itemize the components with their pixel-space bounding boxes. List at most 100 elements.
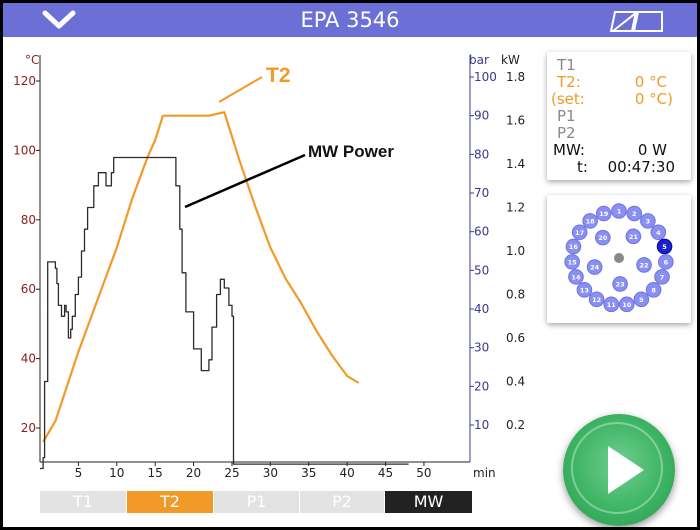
x-tick-label: 15: [148, 466, 163, 480]
vessel-number: 11: [607, 301, 617, 309]
vessel-circle: [658, 254, 674, 270]
pressure-tick-label: 10: [474, 418, 489, 432]
play-icon: [608, 446, 644, 494]
vessel-circle: [618, 296, 635, 313]
method-title: EPA 3546: [300, 8, 400, 32]
vessel-7[interactable]: 7: [654, 269, 670, 285]
vessel-17[interactable]: 17: [571, 224, 588, 241]
vessel-11[interactable]: 11: [603, 296, 620, 313]
legend-tab-mw[interactable]: MW: [385, 491, 472, 513]
vessel-number: 2: [632, 210, 637, 218]
vessel-number: 14: [571, 273, 581, 281]
header-bar: EPA 3546: [3, 3, 697, 37]
vessel-number: 22: [640, 261, 649, 269]
power-unit-label: kW: [501, 53, 520, 67]
vessel-13[interactable]: 13: [576, 282, 593, 298]
play-button-ring: [571, 422, 663, 514]
pressure-tick-label: 40: [474, 302, 489, 316]
p1-label: P1: [557, 107, 576, 125]
vessel-circle: [625, 228, 642, 245]
vessel-number: 13: [580, 286, 589, 294]
mw-row: MW: 0 W: [553, 142, 685, 159]
start-run-button[interactable]: [563, 414, 675, 526]
power-tick-label: 0.2: [506, 418, 525, 432]
vessel-circle: [640, 213, 656, 229]
chevron-down-icon[interactable]: [39, 7, 79, 33]
vessel-number: 9: [639, 296, 644, 304]
vessel-19[interactable]: 19: [595, 205, 612, 222]
vessel-20[interactable]: 20: [595, 229, 611, 246]
power-tick-label: 1.0: [506, 244, 525, 258]
temperature-tick-label: 60: [21, 282, 36, 296]
time-label: t:: [577, 158, 588, 176]
vessel-number: 18: [586, 217, 596, 225]
vessel-14[interactable]: 14: [568, 269, 584, 285]
vessel-22[interactable]: 22: [636, 257, 652, 273]
vessel-12[interactable]: 12: [588, 291, 605, 308]
vessel-4[interactable]: 4: [650, 224, 667, 241]
vessel-circle: [611, 203, 627, 219]
instrument-screen: EPA 3546 °C bar kW 20 40 60 80 100 120 10 20 30 4…: [3, 3, 697, 527]
carousel-panel: 1 2 3 4 5 6 7 8 9 10 11 12 13 14 15 16 17 18 19 20 21 22 23 24: [547, 195, 691, 323]
vessel-circle: [650, 224, 667, 241]
mw-power-annotation: MW Power: [308, 142, 394, 161]
power-tick-label: 1.4: [506, 157, 525, 171]
t1-row: T1: [557, 57, 685, 74]
pressure-tick-label: 20: [474, 379, 489, 393]
vessel-circle: [656, 238, 673, 255]
legend-tab-p2[interactable]: P2: [300, 491, 384, 513]
vessel-number: 15: [568, 258, 578, 266]
p2-row: P2: [557, 125, 685, 142]
p2-label: P2: [557, 124, 576, 142]
x-tick-label: 40: [340, 466, 355, 480]
vessel-circle: [612, 276, 628, 292]
mw-callout-line: [184, 153, 306, 209]
t2-label: T2:: [557, 73, 581, 91]
vessel-18[interactable]: 18: [582, 213, 598, 229]
set-row: (set: 0 °C): [551, 91, 685, 108]
vessel-number: 10: [622, 301, 632, 309]
legend-tab-t1[interactable]: T1: [40, 491, 126, 513]
temperature-tick-label: 20: [21, 421, 36, 435]
carousel-hub: [614, 253, 624, 263]
vessel-2[interactable]: 2: [626, 205, 643, 222]
vessel-23[interactable]: 23: [612, 276, 628, 292]
vessel-number: 4: [656, 229, 661, 237]
open-book-icon[interactable]: [609, 9, 665, 33]
pressure-tick-label: 60: [474, 225, 489, 239]
t2-value: 0 °C: [634, 73, 667, 91]
vessel-number: 17: [575, 229, 584, 237]
vessel-8[interactable]: 8: [645, 282, 662, 298]
x-tick-label: 30: [263, 466, 278, 480]
vessel-number: 12: [592, 296, 601, 304]
vessel-6[interactable]: 6: [658, 254, 674, 270]
x-tick-label: 35: [301, 466, 316, 480]
x-tick-label: 20: [186, 466, 201, 480]
legend-tab-p1[interactable]: P1: [214, 491, 299, 513]
vessel-circle: [588, 291, 605, 308]
vessel-9[interactable]: 9: [633, 291, 650, 308]
x-tick-label: 5: [75, 466, 83, 480]
vessel-number: 20: [598, 234, 608, 242]
vessel-24[interactable]: 24: [586, 259, 603, 275]
t2-series-line: [42, 111, 360, 443]
power-tick-label: 0.8: [506, 288, 525, 302]
vessel-1[interactable]: 1: [611, 203, 627, 219]
x-tick-label: 25: [224, 466, 239, 480]
t1-label: T1: [557, 56, 576, 74]
time-row: t: 00:47:30: [557, 159, 685, 176]
vessel-21[interactable]: 21: [625, 228, 642, 245]
temperature-tick-label: 40: [21, 352, 36, 366]
vessel-circle: [568, 269, 584, 285]
vessel-10[interactable]: 10: [618, 296, 635, 313]
vessel-circle: [636, 257, 652, 273]
vessel-16[interactable]: 16: [565, 238, 582, 255]
vessel-3[interactable]: 3: [640, 213, 656, 229]
vessel-5[interactable]: 5: [656, 238, 673, 255]
temperature-tick-label: 100: [13, 143, 36, 157]
t2-annotation: T2: [266, 64, 291, 87]
legend-tab-t2[interactable]: T2: [127, 491, 213, 513]
vessel-15[interactable]: 15: [564, 254, 580, 270]
pressure-tick-label: 80: [474, 147, 489, 161]
